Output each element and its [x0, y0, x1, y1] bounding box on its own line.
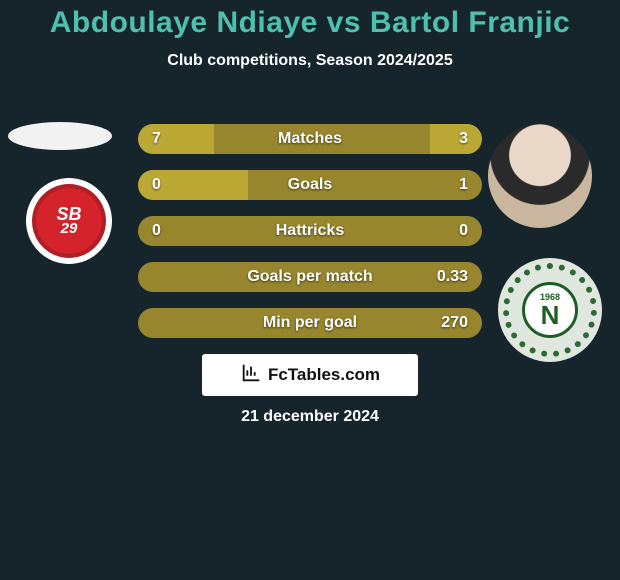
chart-icon	[240, 362, 262, 389]
stat-row: Goals0 1	[138, 170, 482, 200]
comparison-subtitle: Club competitions, Season 2024/2025	[0, 52, 620, 70]
stat-value-right: 0.33	[437, 262, 468, 292]
stat-value-right: 0	[459, 216, 468, 246]
player1-club-badge: SB 29	[26, 178, 112, 264]
stat-row: Matches7 3	[138, 124, 482, 154]
player2-avatar	[488, 124, 592, 228]
stat-label: Goals per match	[138, 262, 482, 292]
stat-value-right: 270	[441, 308, 468, 338]
stat-row: Hattricks0 0	[138, 216, 482, 246]
comparison-title: Abdoulaye Ndiaye vs Bartol Franjic	[0, 0, 620, 40]
stat-value-left: 7	[152, 124, 161, 154]
stat-value-left: 0	[152, 216, 161, 246]
branding-label: FcTables.com	[268, 365, 380, 385]
stat-value-right: 3	[459, 124, 468, 154]
stats-container: Matches73Goals01Hattricks00Goals per mat…	[138, 124, 482, 354]
stat-row: Min per goal270	[138, 308, 482, 338]
stat-label: Goals	[138, 170, 482, 200]
branding-chip: FcTables.com	[202, 354, 418, 396]
stat-label: Min per goal	[138, 308, 482, 338]
comparison-date: 21 december 2024	[0, 408, 620, 426]
stat-value-right: 1	[459, 170, 468, 200]
player1-avatar	[8, 122, 112, 150]
stat-label: Matches	[138, 124, 482, 154]
stat-row: Goals per match0.33	[138, 262, 482, 292]
stat-label: Hattricks	[138, 216, 482, 246]
stat-value-left: 0	[152, 170, 161, 200]
club1-subtext: 29	[56, 222, 81, 236]
player2-club-badge: 1968 N	[498, 258, 602, 362]
